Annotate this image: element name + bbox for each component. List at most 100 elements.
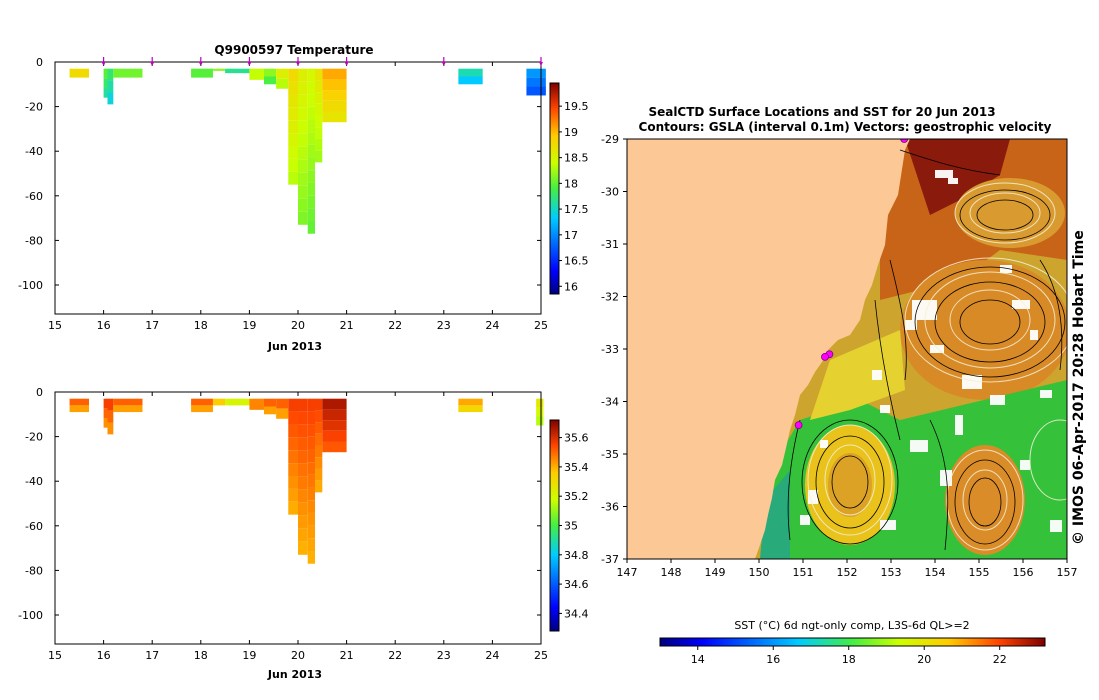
profile-cell (536, 416, 544, 426)
colorbar-tick-label: 16 (564, 280, 578, 293)
sst-colorbar-tick-label: 18 (842, 653, 856, 666)
map-y-tick-label: -37 (601, 553, 619, 566)
profile-cell (276, 398, 289, 409)
profile-cell (191, 405, 213, 413)
temperature-title: Q9900597 Temperature (214, 43, 373, 57)
cool-coastal-water (760, 470, 790, 559)
profile-cell (107, 422, 114, 435)
profile-marker-head (296, 62, 300, 66)
profile-cell (288, 81, 298, 95)
profile-cell (322, 420, 347, 431)
profile-cell (103, 408, 108, 419)
gsla-contours (807, 182, 1067, 551)
salinity-colorbar-ticks: 34.4 34.6 34.8 35 35.2 35.4 35.6 (559, 432, 589, 620)
profile-cell (298, 476, 308, 490)
profile-cell (276, 68, 289, 79)
x-tick-label: 24 (485, 319, 499, 332)
hot-core-north (905, 139, 1010, 215)
map-y-tick-label: -32 (601, 291, 619, 304)
profile-cell (298, 120, 308, 134)
profile-cell (298, 68, 308, 82)
profile-cell (276, 78, 289, 89)
salinity-colorbar (549, 419, 560, 632)
profile-cell (526, 77, 546, 87)
salinity-section-panel: 15 16 17 18 19 20 21 22 23 24 250-20-40-60-80-100 … (18, 386, 588, 681)
profile-cell (315, 480, 323, 493)
x-tick-label: 15 (48, 319, 62, 332)
profile-cell (298, 133, 308, 147)
profile-cell (298, 424, 308, 438)
map-x-tick-label: 156 (1013, 566, 1034, 579)
profile-cell (113, 405, 143, 413)
colorbar-tick-label: 35 (564, 520, 578, 533)
profile-cell (103, 68, 108, 79)
imos-timestamp: © IMOS 06-Apr-2017 20:28 Hobart Time (1071, 230, 1087, 545)
temperature-xlabel: Jun 2013 (267, 340, 322, 353)
profile-cell (307, 462, 316, 475)
profile-marker-head (247, 62, 252, 66)
profile-cell (307, 94, 316, 107)
profile-cell (315, 457, 323, 469)
profile-cell (536, 407, 544, 417)
x-tick-label: 18 (194, 649, 208, 662)
profile-cell (315, 92, 323, 104)
profile-cell (288, 411, 298, 425)
map-x-tick-label: 151 (793, 566, 814, 579)
profile-cell (107, 80, 114, 93)
profile-cell (458, 405, 483, 413)
profile-cell (298, 502, 308, 516)
map-x-tick-label: 149 (705, 566, 726, 579)
sst-colorbar-ticks: 14 16 18 20 22 (691, 646, 1007, 666)
profile-cell (298, 146, 308, 160)
colorbar-tick-label: 17.5 (564, 203, 589, 216)
profile-cell (322, 398, 347, 410)
sst-colorbar-label: SST (°C) 6d ngt-only comp, L3S-6d QL>=2 (734, 619, 969, 632)
y-tick-label: -100 (18, 609, 43, 622)
sst-colorbar-tick-label: 14 (691, 653, 705, 666)
profile-cell (322, 90, 347, 101)
profile-cell (315, 150, 323, 163)
map-y-tick-label: -36 (601, 501, 619, 514)
profile-cell (288, 107, 298, 121)
map-x-tick-label: 148 (661, 566, 682, 579)
profile-cell (322, 441, 347, 453)
map-x-tick-label: 147 (617, 566, 638, 579)
profile-cell (315, 127, 323, 139)
x-tick-label: 23 (437, 319, 451, 332)
profile-cell (225, 68, 250, 74)
profile-cell (288, 171, 298, 185)
profile-cell (288, 68, 298, 82)
profile-cell (307, 106, 316, 120)
profile-cell (113, 398, 143, 406)
profile-cell (298, 541, 308, 555)
profile-cell (315, 115, 323, 128)
colorbar-tick-label: 35.2 (564, 490, 589, 503)
profile-cell (315, 138, 323, 151)
profile-cell (307, 525, 316, 539)
x-tick-label: 20 (291, 319, 305, 332)
profile-cell (526, 68, 546, 78)
profile-cell (225, 398, 250, 406)
profile-cell (298, 94, 308, 108)
profile-cell (69, 405, 90, 413)
profile-cell (307, 195, 316, 209)
profile-cell (315, 410, 323, 423)
map-x-tick-label: 153 (881, 566, 902, 579)
sst-colorbar-tick-label: 16 (766, 653, 780, 666)
profile-cell (298, 107, 308, 121)
profile-cell (307, 170, 316, 183)
profile-cell (307, 144, 316, 158)
profile-cell (298, 450, 308, 464)
profile-cell (458, 76, 483, 85)
warm-eddy-southeast (945, 445, 1025, 555)
cloud-mask (800, 170, 1062, 532)
map-x-tick-label: 152 (837, 566, 858, 579)
profile-marker-head (101, 62, 106, 66)
x-tick-label: 21 (340, 319, 354, 332)
profile-cell (322, 409, 347, 421)
x-tick-label: 25 (534, 319, 548, 332)
warm-eddy-central (900, 260, 1067, 400)
seal-location-dot (821, 352, 829, 361)
profile-cell (263, 406, 277, 415)
y-tick-label: -20 (25, 101, 43, 114)
